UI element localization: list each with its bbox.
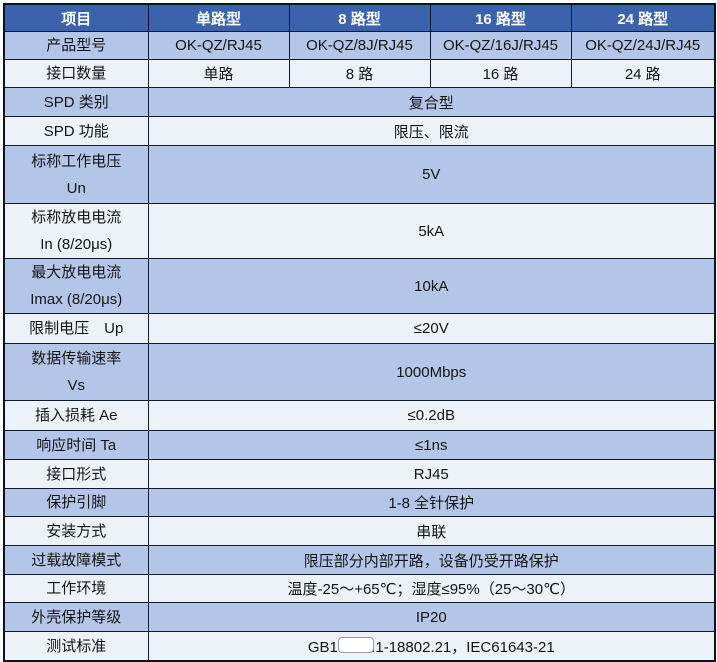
row-label: 标称放电电流 In (8/20μs) (3, 203, 149, 259)
cell-value: 1000Mbps (147, 343, 716, 401)
cell-value: 5V (147, 145, 716, 204)
header-8ch-type: 8 路型 (288, 3, 431, 32)
header-16ch-type: 16 路型 (429, 3, 572, 32)
cell-value: 10kA (147, 258, 716, 314)
row-limiting-voltage: 限制电压 Up ≤20V (3, 313, 716, 344)
row-label: 数据传输速率 Vs (3, 343, 149, 401)
row-label: 过载故障模式 (3, 545, 149, 575)
row-label: 外壳保护等级 (3, 602, 149, 632)
cell-value: OK-QZ/8J/RJ45 (288, 31, 431, 60)
row-port-count: 接口数量 单路 8 路 16 路 24 路 (3, 59, 716, 88)
header-item: 项目 (3, 3, 149, 32)
row-label: 测试标准 (3, 631, 149, 662)
row-label: 安装方式 (3, 516, 149, 546)
row-label: 产品型号 (3, 31, 149, 60)
cell-value: 5kA (147, 203, 716, 259)
row-insertion-loss: 插入损耗 Ae ≤0.2dB (3, 400, 716, 431)
row-nominal-voltage: 标称工作电压 Un 5V (3, 145, 716, 204)
row-spd-category: SPD 类别 复合型 (3, 87, 716, 117)
cell-value: 8 路 (288, 59, 431, 88)
row-data-rate: 数据传输速率 Vs 1000Mbps (3, 343, 716, 401)
row-interface-type: 接口形式 RJ45 (3, 459, 716, 489)
row-label: SPD 类别 (3, 87, 149, 117)
row-label: 最大放电电流 Imax (8/20μs) (3, 258, 149, 314)
cell-value: 复合型 (147, 87, 716, 117)
cell-value: 24 路 (570, 59, 716, 88)
table-header-row: 项目 单路型 8 路型 16 路型 24 路型 (3, 3, 716, 32)
cell-value: OK-QZ/16J/RJ45 (429, 31, 572, 60)
header-single-type: 单路型 (147, 3, 290, 32)
row-nominal-discharge-current: 标称放电电流 In (8/20μs) 5kA (3, 203, 716, 259)
row-operating-environment: 工作环境 温度-25～+65℃；湿度≤95%（25～30℃） (3, 574, 716, 603)
row-response-time: 响应时间 Ta ≤1ns (3, 430, 716, 460)
row-label: 限制电压 Up (3, 313, 149, 344)
row-max-discharge-current: 最大放电电流 Imax (8/20μs) 10kA (3, 258, 716, 314)
row-label: SPD 功能 (3, 116, 149, 146)
row-label: 接口数量 (3, 59, 149, 88)
row-label: 接口形式 (3, 459, 149, 489)
header-24ch-type: 24 路型 (570, 3, 716, 32)
cell-value: 限压、限流 (147, 116, 716, 146)
cell-value: 单路 (147, 59, 290, 88)
row-overload-failure-mode: 过载故障模式 限压部分内部开路，设备仍受开路保护 (3, 545, 716, 575)
cell-value: ≤1ns (147, 430, 716, 460)
cell-value: ≤20V (147, 313, 716, 344)
cell-value: GB18802.1-18802.21，IEC61643-21 (147, 631, 716, 662)
cell-value: 1-8 全针保护 (147, 488, 716, 517)
row-label: 响应时间 Ta (3, 430, 149, 460)
cell-value: OK-QZ/24J/RJ45 (570, 31, 716, 60)
row-enclosure-protection: 外壳保护等级 IP20 (3, 602, 716, 632)
cell-value: 温度-25～+65℃；湿度≤95%（25～30℃） (147, 574, 716, 603)
row-label: 插入损耗 Ae (3, 400, 149, 431)
row-label: 工作环境 (3, 574, 149, 603)
cell-value: IP20 (147, 602, 716, 632)
row-protected-pins: 保护引脚 1-8 全针保护 (3, 488, 716, 517)
row-installation: 安装方式 串联 (3, 516, 716, 546)
row-label: 保护引脚 (3, 488, 149, 517)
cell-value: 16 路 (429, 59, 572, 88)
cell-value: 限压部分内部开路，设备仍受开路保护 (147, 545, 716, 575)
page-widget-button[interactable] (338, 637, 374, 653)
cell-value: 串联 (147, 516, 716, 546)
row-product-model: 产品型号 OK-QZ/RJ45 OK-QZ/8J/RJ45 OK-QZ/16J/… (3, 31, 716, 60)
cell-value: ≤0.2dB (147, 400, 716, 431)
cell-value: OK-QZ/RJ45 (147, 31, 290, 60)
row-label: 标称工作电压 Un (3, 145, 149, 204)
row-spd-function: SPD 功能 限压、限流 (3, 116, 716, 146)
cell-value: RJ45 (147, 459, 716, 489)
spec-table: 项目 单路型 8 路型 16 路型 24 路型 产品型号 OK-QZ/RJ45 … (3, 3, 716, 662)
